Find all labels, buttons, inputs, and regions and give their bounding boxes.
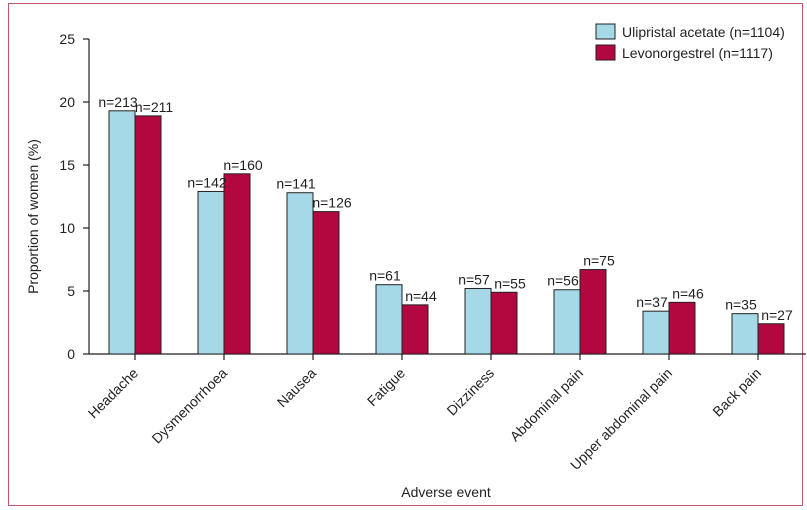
y-tick-label: 0 bbox=[67, 346, 75, 362]
y-tick-label: 15 bbox=[59, 157, 75, 173]
bar-levonorgestrel bbox=[223, 173, 251, 355]
legend-label: Ulipristal acetate (n=1104) bbox=[622, 24, 785, 40]
data-label: n=56 bbox=[547, 273, 579, 289]
data-label: n=126 bbox=[312, 195, 352, 211]
y-axis-title: Proportion of women (%) bbox=[25, 139, 41, 294]
y-tick-label: 10 bbox=[59, 220, 75, 236]
y-tick-label: 25 bbox=[59, 31, 75, 47]
data-label: n=46 bbox=[672, 285, 704, 301]
bar-ulipristal bbox=[464, 287, 492, 355]
x-tick-label: Headache bbox=[85, 365, 142, 422]
data-label: n=44 bbox=[405, 288, 437, 304]
y-tick-label: 20 bbox=[59, 94, 75, 110]
x-tick-label: Fatigue bbox=[364, 365, 408, 409]
bar-ulipristal bbox=[731, 313, 759, 355]
legend-swatch bbox=[595, 23, 616, 40]
data-label: n=142 bbox=[187, 174, 227, 190]
bar-levonorgestrel bbox=[668, 301, 696, 355]
data-label: n=160 bbox=[223, 157, 263, 173]
legend-label: Levonorgestrel (n=1117) bbox=[622, 45, 773, 61]
x-tick-label: Abdominal pain bbox=[507, 365, 587, 445]
legend: Ulipristal acetate (n=1104) Levonorgestre… bbox=[595, 23, 785, 61]
data-label: n=75 bbox=[583, 253, 615, 269]
data-label: n=55 bbox=[494, 275, 526, 291]
bar-levonorgestrel bbox=[401, 304, 429, 355]
bar-levonorgestrel bbox=[757, 323, 785, 355]
y-tick-label: 5 bbox=[67, 283, 75, 299]
bars bbox=[108, 110, 785, 355]
data-label: n=61 bbox=[369, 268, 401, 284]
x-tick-label: Dizziness bbox=[443, 365, 497, 419]
data-label: n=141 bbox=[276, 176, 316, 192]
data-label: n=35 bbox=[725, 297, 757, 313]
bar-ulipristal bbox=[642, 310, 670, 355]
bar-levonorgestrel bbox=[579, 269, 607, 355]
data-label: n=213 bbox=[98, 94, 138, 110]
bar-ulipristal bbox=[286, 192, 314, 355]
x-tick-label: Upper abdominal pain bbox=[567, 365, 675, 473]
bar-ulipristal bbox=[375, 284, 403, 355]
data-label: n=27 bbox=[761, 307, 793, 323]
legend-swatch bbox=[595, 44, 616, 61]
bar-ulipristal bbox=[197, 190, 225, 355]
bar-ulipristal bbox=[108, 110, 136, 355]
data-label: n=37 bbox=[636, 294, 668, 310]
bar-levonorgestrel bbox=[134, 115, 162, 355]
x-tick-label: Back pain bbox=[709, 365, 764, 420]
bar-ulipristal bbox=[553, 289, 581, 355]
data-label: n=211 bbox=[135, 99, 173, 115]
bar-levonorgestrel bbox=[312, 211, 340, 355]
x-tick-label: Dysmenorrhoea bbox=[148, 365, 230, 447]
bar-levonorgestrel bbox=[490, 291, 518, 355]
x-tick-label: Nausea bbox=[274, 365, 320, 411]
x-axis-title: Adverse event bbox=[401, 484, 491, 500]
data-label: n=57 bbox=[458, 271, 490, 287]
